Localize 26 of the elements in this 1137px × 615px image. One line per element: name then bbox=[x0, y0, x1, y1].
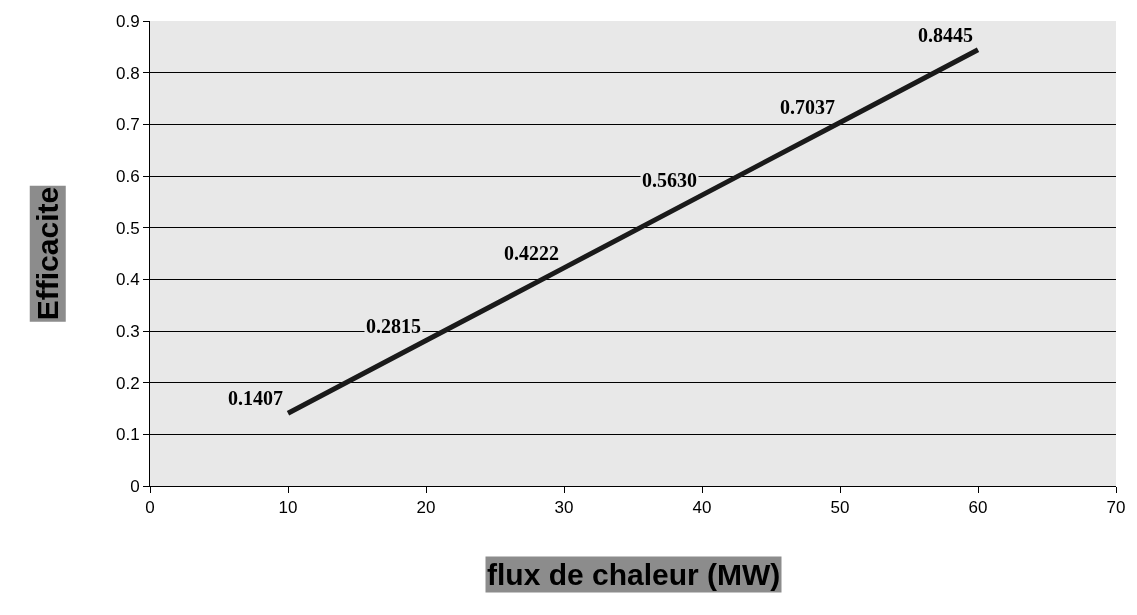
y-axis-title: Efficacite bbox=[31, 186, 65, 321]
x-tick-label: 40 bbox=[692, 498, 712, 518]
x-tick-label: 50 bbox=[830, 498, 850, 518]
x-tick-label: 0 bbox=[145, 498, 155, 518]
y-tick-label: 0.1 bbox=[115, 425, 140, 445]
y-tick-label: 0.6 bbox=[115, 166, 140, 186]
x-tick-label: 20 bbox=[416, 498, 436, 518]
x-tick-label: 10 bbox=[278, 498, 298, 518]
data-label: 0.7037 bbox=[780, 96, 835, 118]
y-tick-label: 0.5 bbox=[115, 218, 140, 238]
data-label: 0.5630 bbox=[642, 169, 697, 191]
y-tick-label: 0.3 bbox=[115, 321, 140, 341]
y-tick-label: 0 bbox=[130, 476, 140, 496]
data-label: 0.4222 bbox=[504, 242, 559, 264]
y-tick-label: 0.9 bbox=[115, 11, 140, 31]
x-tick-label: 30 bbox=[554, 498, 574, 518]
data-label: 0.8445 bbox=[918, 24, 973, 46]
y-tick-label: 0.2 bbox=[115, 373, 140, 393]
data-label: 0.2815 bbox=[366, 315, 421, 337]
x-tick-label: 70 bbox=[1106, 498, 1126, 518]
y-tick-label: 0.7 bbox=[115, 115, 140, 135]
y-tick-label: 0.8 bbox=[115, 63, 140, 83]
x-tick-label: 60 bbox=[968, 498, 988, 518]
data-label: 0.1407 bbox=[228, 387, 283, 409]
x-axis-title: flux de chaleur (MW) bbox=[487, 558, 781, 591]
y-tick-label: 0.4 bbox=[115, 270, 140, 290]
